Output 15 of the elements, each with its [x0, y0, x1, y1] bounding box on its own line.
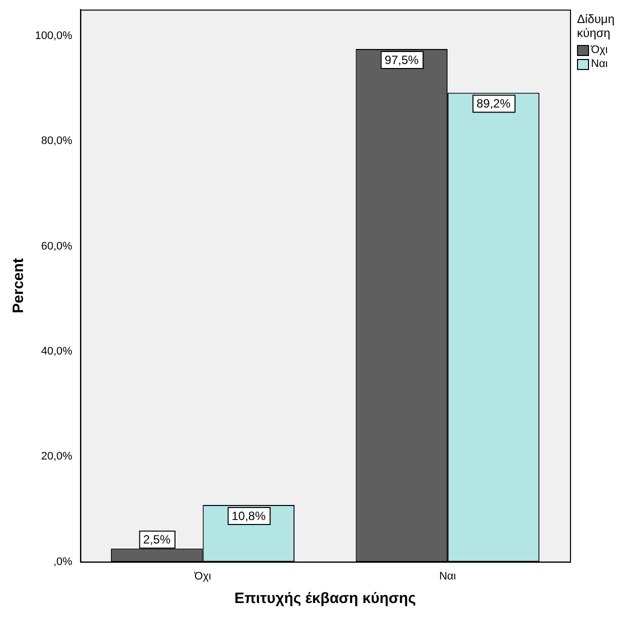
y-tick-label: 100,0%: [34, 30, 73, 42]
y-tick-label: ,0%: [53, 556, 73, 568]
legend-label: Ναι: [591, 57, 608, 71]
legend-label: Όχι: [591, 43, 608, 57]
data-label: 10,8%: [232, 508, 266, 523]
y-tick-label: 20,0%: [41, 450, 73, 463]
y-tick-label: 40,0%: [41, 345, 73, 358]
data-label: 2,5%: [143, 532, 171, 546]
data-label: 89,2%: [476, 96, 511, 111]
y-tick-label: 60,0%: [41, 240, 73, 252]
y-axis-title: Percent: [10, 258, 28, 314]
legend-title: Δίδυμη κύηση: [577, 12, 616, 40]
data-label: 97,5%: [384, 52, 420, 67]
x-axis-title: Επιτυχής έκβαση κύησης: [234, 590, 416, 608]
y-tick-label: 80,0%: [41, 135, 73, 148]
